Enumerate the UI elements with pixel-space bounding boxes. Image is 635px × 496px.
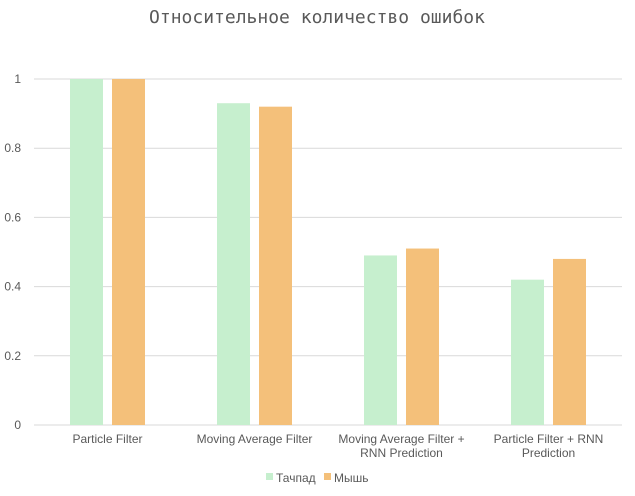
legend-swatch bbox=[324, 473, 331, 480]
bars bbox=[70, 79, 586, 426]
bar-mouse bbox=[553, 258, 586, 425]
bar-touchpad bbox=[217, 103, 250, 425]
bar-mouse bbox=[112, 79, 145, 425]
bar-mouse bbox=[259, 106, 292, 426]
category-label: Particle Filter bbox=[72, 432, 142, 446]
legend: Тачпад Мышь bbox=[266, 471, 369, 485]
bar-touchpad bbox=[511, 279, 544, 425]
y-tick-label: 0.2 bbox=[4, 349, 21, 363]
bar-touchpad bbox=[70, 79, 103, 425]
y-tick-label: 0.4 bbox=[4, 280, 21, 294]
legend-swatch bbox=[266, 473, 273, 480]
legend-label: Тачпад bbox=[276, 471, 316, 485]
y-tick-label: 0 bbox=[14, 418, 21, 432]
y-tick-label: 1 bbox=[14, 72, 21, 86]
bar-mouse bbox=[406, 248, 439, 425]
y-tick-label: 0.8 bbox=[4, 141, 21, 155]
x-axis-categories: Particle Filter Moving Average Filter Movi… bbox=[72, 432, 603, 460]
legend-label: Мышь bbox=[334, 471, 369, 485]
category-label: Prediction bbox=[522, 446, 575, 460]
category-label: Moving Average Filter bbox=[197, 432, 313, 446]
y-tick-label: 0.6 bbox=[4, 210, 21, 224]
category-label: Particle Filter + RNN bbox=[494, 432, 604, 446]
chart-title: Относительное количество ошибок bbox=[149, 7, 485, 28]
category-label: RNN Prediction bbox=[360, 446, 443, 460]
bar-touchpad bbox=[364, 255, 397, 425]
category-label: Moving Average Filter + bbox=[338, 432, 464, 446]
y-axis-ticks: 0 0.2 0.4 0.6 0.8 1 bbox=[4, 72, 21, 432]
